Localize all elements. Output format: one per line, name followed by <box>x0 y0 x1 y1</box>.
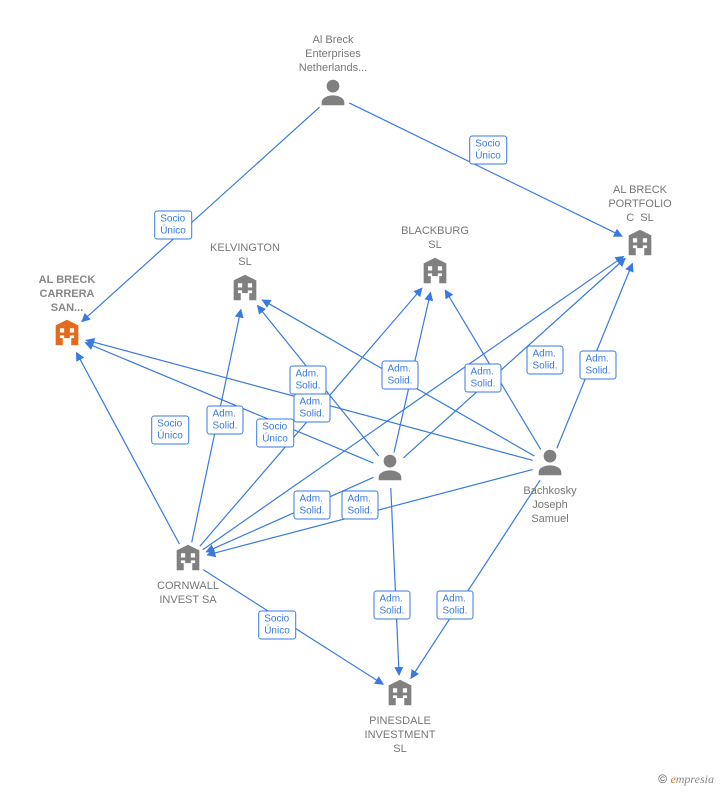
edge-line <box>82 107 320 322</box>
edge-line <box>86 340 532 460</box>
copyright-symbol: © <box>658 772 667 786</box>
person-icon[interactable] <box>373 451 407 490</box>
building-icon[interactable] <box>171 541 205 580</box>
person-icon[interactable] <box>316 76 350 115</box>
edge-line <box>557 264 633 449</box>
edge-line <box>203 256 624 549</box>
edge-line <box>445 290 540 449</box>
edge-line <box>76 353 179 545</box>
edge-line <box>349 103 622 236</box>
edge-line <box>258 306 379 456</box>
building-icon[interactable] <box>50 316 84 355</box>
brand-rest: mpresia <box>676 772 714 786</box>
diagram-svg-layer <box>0 0 728 795</box>
edge-line <box>203 570 383 685</box>
edge-line <box>391 488 399 675</box>
person-icon[interactable] <box>533 446 567 485</box>
footer-credit: © empresia <box>658 772 714 787</box>
edge-line <box>85 343 373 463</box>
building-icon[interactable] <box>623 226 657 265</box>
edge-line <box>411 480 540 678</box>
building-icon[interactable] <box>228 271 262 310</box>
building-icon[interactable] <box>418 254 452 293</box>
building-icon[interactable] <box>383 676 417 715</box>
